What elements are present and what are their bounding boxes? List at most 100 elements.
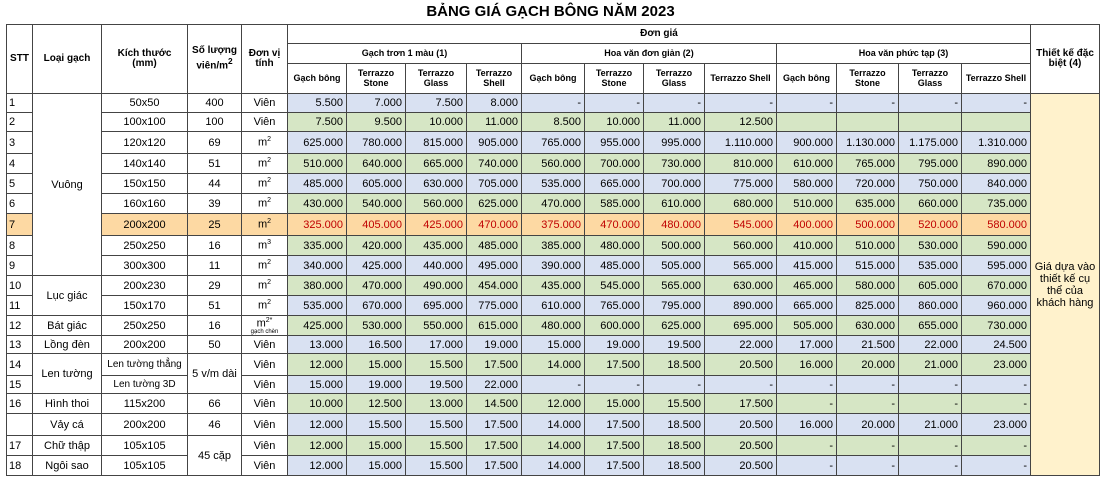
qty-cell: 66 [187, 393, 242, 414]
price-cell: 15.000 [584, 393, 644, 414]
type-cell: Ngôi sao [32, 455, 102, 476]
size-cell: 150x150 [101, 173, 188, 194]
price-cell: 425.000 [346, 255, 406, 276]
table-row: 10 Lục giác 200x230 29 m2 380.000 470.000 490.0… [6, 275, 1100, 316]
stt-cell: 4 [6, 153, 33, 174]
price-cell: 580.000 [836, 275, 899, 296]
qty-cell: 11 [187, 255, 242, 276]
size-cell: 200x230 [101, 275, 188, 296]
price-cell: 375.000 [521, 213, 585, 236]
special-note: Giá dựa vào thiết kế cụ thể của khách hà… [1030, 93, 1100, 476]
price-cell: 10.000 [584, 112, 644, 132]
unit-cell: Viên [241, 393, 288, 414]
price-cell: 565.000 [704, 255, 777, 276]
qty-cell: 400 [187, 93, 242, 113]
price-cell: - [521, 375, 585, 394]
size-cell: Len tường thẳng [101, 353, 188, 376]
price-cell: 18.500 [643, 413, 705, 436]
price-cell: 454.000 [466, 275, 522, 296]
price-cell: 17.000 [776, 335, 837, 354]
unit-cell: Viên [241, 435, 288, 456]
price-cell: 580.000 [961, 213, 1031, 236]
header-sub-1-3: Terrazzo Glass [405, 63, 467, 94]
type-cell: Bát giác [32, 315, 102, 336]
price-cell: 400.000 [776, 213, 837, 236]
price-cell: 600.000 [584, 315, 644, 336]
price-cell: 17.500 [704, 393, 777, 414]
header-sub-3-4: Terrazzo Shell [961, 63, 1031, 94]
price-cell: - [898, 375, 962, 394]
table-row: 13 Lồng đèn 200x200 50 Viên 13.000 16.500 17.00… [6, 335, 1100, 354]
price-cell: 960.000 [961, 295, 1031, 316]
price-cell: 605.000 [898, 275, 962, 296]
unit-cell: m2 [241, 295, 288, 316]
unit-cell: Viên [241, 335, 288, 354]
header-sub-2-3: Terrazzo Glass [643, 63, 705, 94]
price-cell: - [898, 435, 962, 456]
header-sub-2-4: Terrazzo Shell [704, 63, 777, 94]
unit-cell: Viên [241, 112, 288, 132]
price-cell: 470.000 [584, 213, 644, 236]
price-cell: 18.500 [643, 353, 705, 376]
header-sub-3-3: Terrazzo Glass [898, 63, 962, 94]
price-cell: 515.000 [836, 255, 899, 276]
price-cell: 510.000 [776, 193, 837, 214]
unit-cell: m2 [241, 275, 288, 296]
price-cell: 955.000 [584, 131, 644, 154]
price-cell: 420.000 [346, 235, 406, 256]
size-cell: 160x160 [101, 193, 188, 214]
price-cell: 560.000 [405, 193, 467, 214]
price-cell: 1.130.000 [836, 131, 899, 154]
price-cell: 12.000 [287, 413, 347, 436]
price-cell: 17.500 [466, 455, 522, 476]
price-cell: 630.000 [704, 275, 777, 296]
price-cell: 630.000 [836, 315, 899, 336]
qty-cell: 39 [187, 193, 242, 214]
price-cell: 490.000 [405, 275, 467, 296]
price-cell: 550.000 [405, 315, 467, 336]
type-cell: Chữ thập [32, 435, 102, 456]
price-cell: 580.000 [776, 173, 837, 194]
size-cell: 120x120 [101, 131, 188, 154]
price-cell: - [836, 93, 899, 113]
price-cell: 605.000 [346, 173, 406, 194]
qty-cell: 45 cặp [187, 435, 242, 476]
price-cell: 905.000 [466, 131, 522, 154]
price-cell: 470.000 [466, 213, 522, 236]
stt-cell: 17 [6, 435, 33, 456]
qty-cell: 50 [187, 335, 242, 354]
header-group3: Hoa văn phức tạp (3) [776, 43, 1031, 64]
qty-cell: 5 v/m dài [187, 353, 242, 394]
price-cell: 485.000 [466, 235, 522, 256]
price-cell: 5.500 [287, 93, 347, 113]
price-cell: 660.000 [898, 193, 962, 214]
price-cell: 22.000 [898, 335, 962, 354]
price-cell: 21.000 [898, 353, 962, 376]
table-row: 12 Bát giác 250x250 16 m2* gạch chèn 425.000 53… [6, 315, 1100, 336]
price-cell: 17.500 [584, 413, 644, 436]
price-cell: - [584, 375, 644, 394]
price-cell: 23.000 [961, 413, 1031, 436]
header-size: Kích thước (mm) [101, 24, 188, 94]
price-cell: 740.000 [466, 153, 522, 174]
price-cell: 15.000 [346, 353, 406, 376]
size-cell: Len tường 3D [101, 375, 188, 394]
price-cell: 535.000 [521, 173, 585, 194]
unit-cell: Viên [241, 413, 288, 436]
price-cell: 15.500 [405, 435, 467, 456]
price-cell: 795.000 [643, 295, 705, 316]
price-cell: 560.000 [521, 153, 585, 174]
price-cell: 20.500 [704, 353, 777, 376]
price-cell: 750.000 [898, 173, 962, 194]
stt-cell [6, 413, 33, 436]
price-cell: 610.000 [643, 193, 705, 214]
price-cell: 765.000 [584, 295, 644, 316]
price-cell: 8.500 [521, 112, 585, 132]
price-cell: 410.000 [776, 235, 837, 256]
price-cell: 11.000 [643, 112, 705, 132]
unit-cell: m2 [241, 173, 288, 194]
price-cell: 485.000 [584, 255, 644, 276]
price-cell: 610.000 [521, 295, 585, 316]
price-cell: 17.500 [584, 435, 644, 456]
price-cell: 540.000 [346, 193, 406, 214]
